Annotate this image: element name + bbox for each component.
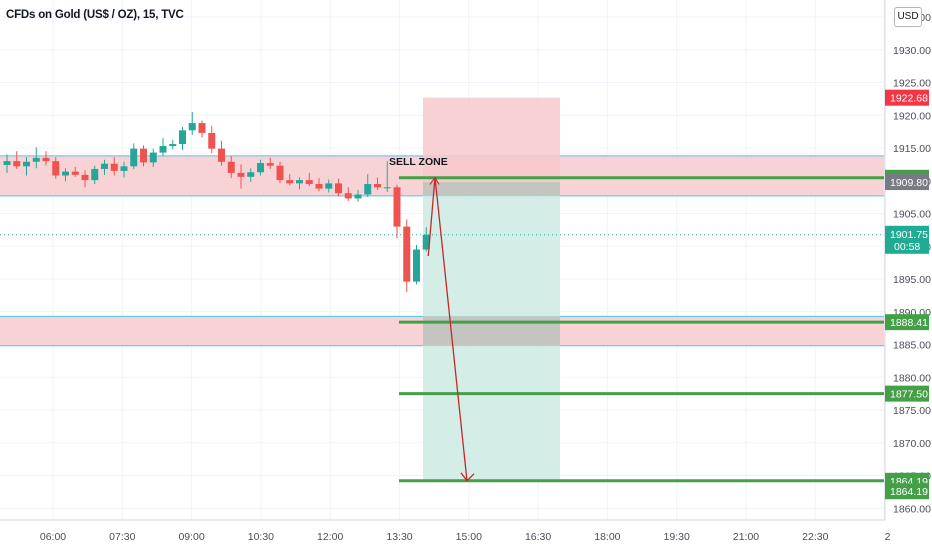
candle-body <box>52 161 60 176</box>
price-tick-label: 1920.00 <box>893 110 931 122</box>
candle-body <box>198 123 206 133</box>
candle-body <box>91 168 99 181</box>
price-tag-text: 1864.19 <box>890 486 928 498</box>
time-tick-label: 06:00 <box>40 531 66 543</box>
price-tag-text: 1922.68 <box>890 93 928 105</box>
price-tag-bg <box>885 89 929 106</box>
projection-arrowhead <box>460 472 475 482</box>
candle-body <box>23 161 30 167</box>
candle-body <box>403 226 411 282</box>
sell-zone-label: SELL ZONE <box>389 156 448 168</box>
candle-body <box>130 148 138 167</box>
candle-body <box>179 130 186 145</box>
price-tick-label: 1895.00 <box>893 274 931 286</box>
price-tick-label: 1880.00 <box>893 372 931 384</box>
candle-body <box>305 180 313 185</box>
candle-body <box>169 144 177 147</box>
price-tag-bg <box>885 225 929 254</box>
candle-body <box>335 183 342 194</box>
time-tick-label: 09:00 <box>178 531 204 543</box>
time-tick-label: 07:30 <box>109 531 135 543</box>
candle-body <box>344 193 352 199</box>
price-tick-label: 1875.00 <box>893 405 931 417</box>
candle-body <box>354 194 362 199</box>
candle-body <box>159 146 167 153</box>
candle-body <box>257 163 264 173</box>
candle-body <box>286 180 294 184</box>
price-tag-text: 1877.50 <box>890 389 928 401</box>
candle-body <box>42 157 50 162</box>
candle-body <box>247 172 255 177</box>
zone-overlap <box>423 182 560 196</box>
candle-body <box>218 148 225 162</box>
time-tick-label: 13:30 <box>386 531 412 543</box>
candle-body <box>71 171 79 175</box>
time-tick-label: 16:30 <box>525 531 551 543</box>
time-tick-label: 12:00 <box>317 531 343 543</box>
chart-title: CFDs on Gold (US$ / OZ), 15, TVC <box>6 9 184 21</box>
price-tick-label: 1930.00 <box>893 45 931 57</box>
projection-arrow-peak <box>429 176 440 185</box>
candle-body <box>237 172 245 177</box>
candle-body <box>62 171 69 176</box>
time-tick-label: 15:00 <box>456 531 482 543</box>
price-tag-countdown: 00:58 <box>894 241 920 253</box>
time-tick-label: 22:30 <box>802 531 828 543</box>
price-tag-bg <box>885 174 929 191</box>
price-tick-label: 1925.00 <box>893 78 931 90</box>
price-tick-label: 1870.00 <box>893 438 931 450</box>
candle-body <box>149 152 157 163</box>
price-tag-text: 1901.75 <box>890 229 928 241</box>
candle-body <box>374 184 381 188</box>
candle-body <box>227 161 235 173</box>
price-tag-bg <box>885 483 929 500</box>
candle-body <box>276 165 284 181</box>
candle-body <box>383 187 391 189</box>
candle-body <box>315 184 323 189</box>
time-axis-bg <box>0 520 885 550</box>
candle-body <box>140 148 147 163</box>
time-tick-label: 21:00 <box>733 531 759 543</box>
candle-body <box>208 132 216 149</box>
time-tick-label: 18:00 <box>594 531 620 543</box>
candle-body <box>13 161 21 167</box>
time-tick-label: 10:30 <box>248 531 274 543</box>
candle-body <box>110 163 118 171</box>
candle-body <box>422 234 430 250</box>
candle-body <box>3 161 11 166</box>
price-tag-bg <box>885 314 929 331</box>
candle-body <box>81 174 89 181</box>
time-tick-label: 19:30 <box>664 531 690 543</box>
candle-body <box>32 157 40 162</box>
candle-body <box>393 187 401 227</box>
candle-body <box>188 123 196 131</box>
price-tag-bg <box>885 385 929 402</box>
candle-body <box>120 166 128 171</box>
price-tick-label: 1905.00 <box>893 209 931 221</box>
candle-body <box>325 183 333 189</box>
currency-button[interactable]: USD <box>894 7 922 27</box>
price-tag-text: 1888.41 <box>890 317 928 329</box>
stop-loss-box <box>423 97 560 183</box>
price-tick-label: 1860.00 <box>893 503 931 515</box>
price-tick-label: 1885.00 <box>893 340 931 352</box>
candle-body <box>296 180 303 184</box>
candles <box>3 111 430 293</box>
candle-body <box>101 163 108 169</box>
time-tick-label: 2 <box>885 531 891 543</box>
candle-body <box>364 184 372 195</box>
candle-body <box>413 249 420 282</box>
price-tag-text: 1909.80 <box>890 177 928 189</box>
candle-body <box>266 163 274 166</box>
price-tick-label: 1915.00 <box>893 143 931 155</box>
